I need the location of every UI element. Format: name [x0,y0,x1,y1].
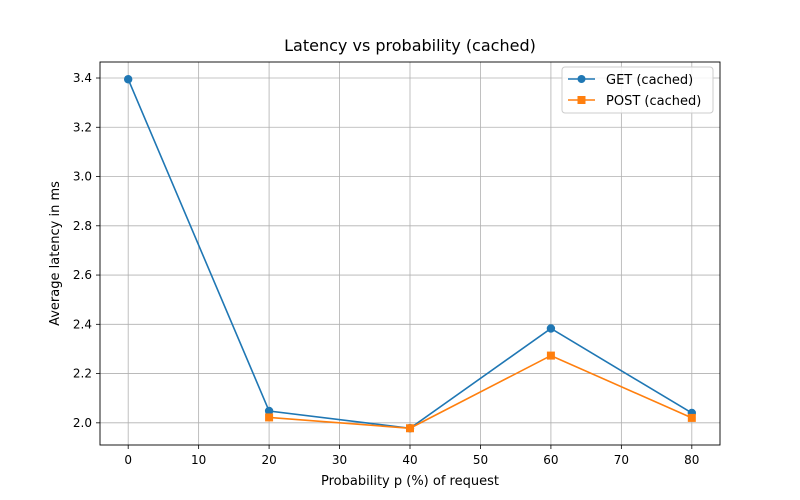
x-tick-label: 70 [614,453,629,467]
legend-label-get: GET (cached) [606,73,693,88]
series-1-point [265,413,274,422]
x-tick-label: 30 [332,453,347,467]
y-tick-label: 3.2 [73,120,92,134]
legend: GET (cached) POST (cached) [561,66,714,114]
x-tick-label: 40 [402,453,417,467]
legend-box [561,66,714,114]
y-tick-label: 2.0 [73,416,92,430]
series-layer [123,75,697,433]
legend-marker-get [577,75,586,83]
legend-entry-get: GET (cached) [568,73,693,88]
x-tick-label: 0 [124,453,132,467]
x-tick-label: 10 [191,453,206,467]
y-tick-label: 3.4 [73,71,92,85]
series-0-point [123,75,133,84]
legend-label-post: POST (cached) [606,94,701,109]
y-tick-label: 2.4 [73,317,92,331]
x-tick-label: 80 [684,453,699,467]
y-tick-label: 2.6 [73,268,92,282]
series-1-point [687,413,696,422]
x-tick-label: 50 [473,453,488,467]
y-tick-label: 2.8 [73,219,92,233]
chart-title: Latency vs probability (cached) [284,36,536,55]
series-1-point [546,351,555,360]
legend-entry-post: POST (cached) [568,94,701,109]
grid-lines [100,62,720,445]
legend-marker-post [577,96,586,104]
y-tick-label: 3.0 [73,170,92,184]
series-1-point [406,424,414,433]
y-axis-label: Average latency in ms [48,181,63,326]
x-axis-label: Probability p (%) of request [321,474,499,489]
series-0-point [264,406,274,416]
x-tick-label: 20 [261,453,276,467]
x-tick-label: 60 [543,453,558,467]
axis-ticks: 0 10 20 30 40 50 60 70 80 2.0 2.2 2.4 2.6 2.8 3.0 3.2 3.… [73,71,700,467]
y-tick-label: 2.2 [73,367,92,381]
series-line-1 [269,354,693,430]
series-0-point [546,324,556,333]
